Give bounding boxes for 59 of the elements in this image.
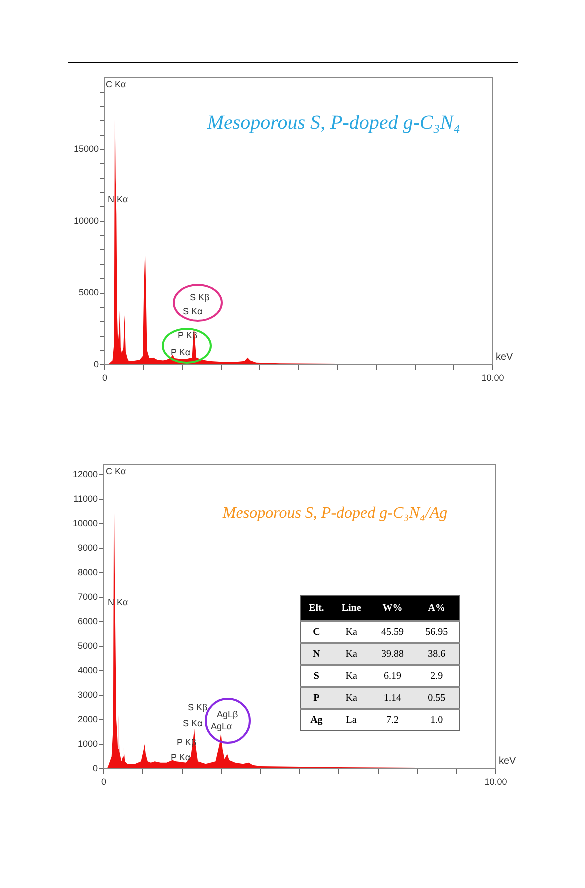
category-label: C [313, 626, 320, 638]
text: Ka [346, 648, 358, 660]
text: Ka [346, 626, 358, 638]
text: Ka [346, 692, 358, 704]
annotation: S Kα [183, 718, 203, 728]
x-axis-title: keV [499, 756, 517, 767]
text: 1.14 [384, 692, 402, 704]
y-tick-label: 11000 [74, 494, 98, 504]
y-tick-label: 12000 [72, 469, 98, 480]
x-axis-title: keV [496, 352, 514, 363]
annotation: AgLβ [217, 709, 238, 720]
annotation: S Kβ [190, 292, 210, 302]
text: 56.95 [426, 626, 448, 638]
text: 0.55 [428, 692, 446, 704]
y-tick-label: 6000 [78, 616, 98, 626]
annotation: AgLα [211, 721, 232, 732]
category-label: N [313, 648, 320, 660]
y-tick-label: 3000 [78, 690, 98, 700]
text: 39.88 [381, 648, 404, 660]
text: 6.19 [384, 670, 402, 682]
category-label: A% [414, 596, 460, 621]
y-tick-label: 4000 [78, 665, 98, 676]
x-tick-label: 10.00 [482, 372, 504, 383]
x-tick-label: 10.00 [484, 776, 508, 787]
y-tick-label: 0 [94, 359, 99, 370]
annotation: C Kα [106, 79, 126, 90]
text: Mesoporous S, P-doped g-C₃N₄/Ag [222, 504, 448, 522]
annotation: S Kα [183, 306, 203, 316]
y-tick-label: 15000 [74, 144, 99, 154]
category-label: P [314, 692, 320, 704]
category-label: S [314, 670, 320, 682]
text: Mesoporous S, P-doped g-C₃N₄ [206, 112, 461, 134]
annotation: N Kα [108, 597, 128, 608]
text: 45.59 [381, 626, 404, 638]
y-tick-label: 5000 [78, 288, 99, 298]
y-tick-label: 5000 [78, 640, 98, 651]
y-tick-label: 0 [92, 763, 98, 774]
category-label: Ag [310, 714, 323, 726]
y-tick-label: 10000 [74, 216, 99, 226]
text: 38.6 [428, 648, 446, 660]
text: Ka [346, 670, 358, 682]
text: 2.9 [430, 670, 444, 682]
annotation: N Kα [108, 194, 128, 204]
y-tick-label: 1000 [78, 738, 98, 749]
y-tick-label: 9000 [78, 542, 98, 553]
text: La [346, 714, 357, 726]
annotation: P Kα [171, 752, 191, 762]
annotation: C Kα [106, 466, 126, 476]
text: 1.0 [430, 714, 444, 726]
text: 7.2 [386, 714, 399, 726]
category-label: W% [370, 596, 415, 621]
annotation: S Kβ [188, 702, 208, 712]
category-label: Line [332, 596, 371, 621]
y-tick-label: 10000 [72, 518, 98, 528]
text: Elt. [300, 596, 332, 621]
y-tick-label: 2000 [78, 714, 98, 724]
y-tick-label: 8000 [78, 567, 98, 578]
y-tick-label: 7000 [78, 592, 98, 602]
annotation: P Kα [171, 347, 191, 358]
